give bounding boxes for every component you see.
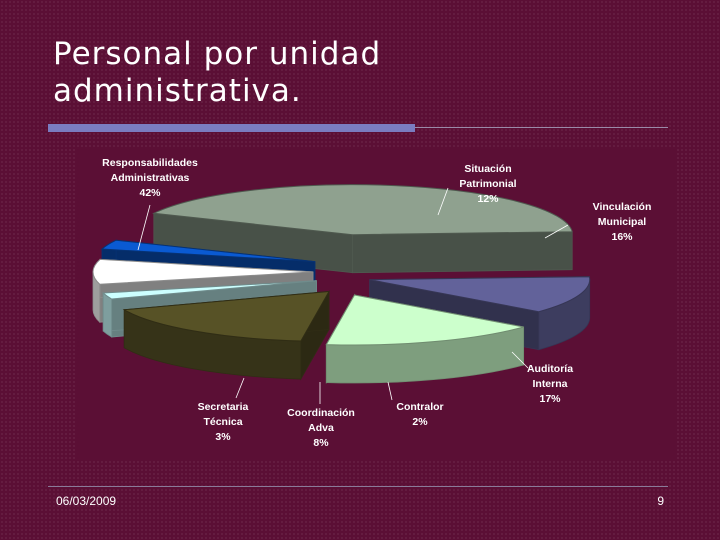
- label-responsabilidades-line1: Responsabilidades: [102, 157, 198, 169]
- slice-6-top: [152, 184, 573, 236]
- leader-line-2: [511, 351, 529, 369]
- slide-title-line1: Personal por unidad: [53, 36, 382, 72]
- label-secretaria-tecnica: Secretaria Técnica 3%: [153, 400, 293, 445]
- slice-3-top: [101, 280, 317, 300]
- label-coordinacion-percent: 8%: [313, 437, 329, 449]
- slice-4-top: [92, 258, 314, 285]
- label-auditoria-interna: Auditoría Interna 17%: [480, 362, 620, 407]
- label-responsabilidades-percent: 42%: [139, 187, 161, 199]
- slice-3-outer-wall-0: [102, 292, 113, 338]
- label-vinculacion-percent: 16%: [611, 231, 633, 243]
- leader-line-3: [387, 381, 393, 401]
- leader-line-1: [544, 224, 569, 239]
- label-situacion-line2: Patrimonial: [459, 178, 517, 190]
- label-responsabilidades: Responsabilidades Administrativas 42%: [80, 156, 220, 201]
- label-vinculacion-line2: Municipal: [597, 216, 647, 228]
- label-auditoria-line2: Interna: [532, 378, 568, 390]
- title-rule: [415, 127, 668, 128]
- label-coordinacion-line1: Coordinación: [287, 407, 355, 419]
- label-contralor-percent: 2%: [412, 416, 428, 428]
- label-coordinacion-adva: Coordinación Adva 8%: [251, 406, 391, 451]
- footer-date: 06/03/2009: [56, 494, 117, 508]
- leader-line-0: [437, 187, 449, 216]
- label-situacion-percent: 12%: [477, 193, 499, 205]
- footer-rule: [48, 486, 668, 487]
- label-situacion-patrimonial: Situación Patrimonial 12%: [418, 162, 558, 207]
- label-responsabilidades-line2: Administrativas: [110, 172, 190, 184]
- label-auditoria-line1: Auditoría: [526, 363, 574, 375]
- leader-line-6: [137, 204, 151, 251]
- slice-1-top: [325, 294, 524, 346]
- slice-2: [122, 289, 330, 381]
- slice-5-top: [100, 239, 315, 263]
- label-secretaria-percent: 3%: [215, 431, 231, 443]
- label-situacion-line1: Situación: [464, 163, 512, 175]
- label-vinculacion-municipal: Vinculación Municipal 16%: [552, 200, 692, 245]
- slide-title-line2: administrativa.: [53, 73, 302, 109]
- label-secretaria-line2: Técnica: [203, 416, 243, 428]
- title-accent-bar: [48, 124, 415, 132]
- label-contralor: Contralor 2%: [350, 400, 490, 430]
- label-coordinacion-line2: Adva: [308, 422, 334, 434]
- label-secretaria-line1: Secretaria: [197, 401, 249, 413]
- slice-6-wall-1: [352, 231, 573, 274]
- slice-1: [325, 293, 525, 385]
- slice-0-top: [369, 276, 591, 313]
- label-contralor-line1: Contralor: [396, 401, 444, 413]
- slice-2-top: [122, 290, 330, 342]
- leader-line-5: [235, 377, 245, 399]
- label-vinculacion-line1: Vinculación: [592, 201, 652, 213]
- slide-title: Personal por unidad administrativa.: [53, 36, 653, 110]
- page-number: 9: [657, 494, 664, 508]
- label-auditoria-percent: 17%: [539, 393, 561, 405]
